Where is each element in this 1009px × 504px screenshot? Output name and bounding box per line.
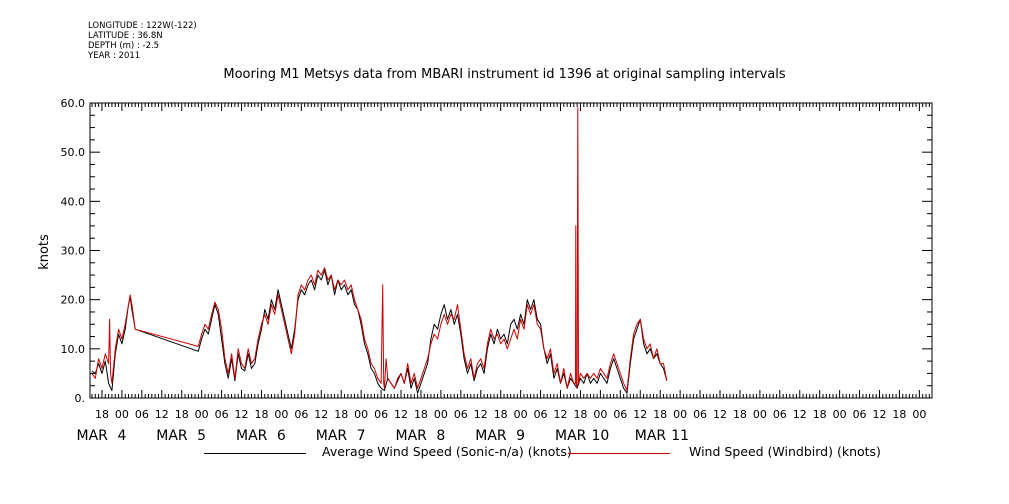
x-date-day-label: 7	[357, 428, 366, 444]
y-tick-label: 60.0	[61, 97, 86, 110]
x-hour-label: 00	[434, 408, 448, 421]
metadata-block: LONGITUDE : 122W(-122) LATITUDE : 36.8N …	[88, 21, 197, 61]
x-hour-label: 18	[334, 408, 348, 421]
series-windbird-line	[91, 107, 668, 392]
x-hour-label: 00	[514, 408, 528, 421]
x-hour-label: 12	[235, 408, 249, 421]
x-date-month-label: MAR	[395, 428, 427, 444]
series-average-wind-line	[91, 269, 668, 394]
x-hour-label: 18	[175, 408, 189, 421]
x-hour-label: 06	[853, 408, 867, 421]
meta-longitude: LONGITUDE : 122W(-122)	[88, 21, 197, 31]
y-tick-label: 10.0	[61, 343, 86, 356]
legend-swatch-average	[204, 453, 306, 454]
legend-label-windbird: Wind Speed (Windbird) (knots)	[689, 444, 881, 459]
x-date-day-label: 11	[671, 428, 689, 444]
x-hour-label: 06	[294, 408, 308, 421]
x-hour-label: 06	[215, 408, 229, 421]
y-tick-label: 40.0	[61, 195, 86, 208]
x-hour-label: 18	[573, 408, 587, 421]
x-date-month-label: MAR	[236, 428, 268, 444]
x-date-month-label: MAR	[316, 428, 348, 444]
x-hour-label: 00	[753, 408, 767, 421]
x-hour-label: 06	[454, 408, 468, 421]
legend-swatch-windbird	[568, 453, 670, 454]
x-hour-label: 00	[833, 408, 847, 421]
x-hour-label: 06	[773, 408, 787, 421]
x-hour-label: 00	[912, 408, 926, 421]
x-date-day-label: 9	[516, 428, 525, 444]
x-hour-label: 00	[593, 408, 607, 421]
x-hour-label: 18	[95, 408, 109, 421]
x-hour-label: 00	[354, 408, 368, 421]
x-hour-label: 00	[274, 408, 288, 421]
x-date-day-label: 6	[277, 428, 286, 444]
x-hour-label: 00	[673, 408, 687, 421]
x-hour-label: 18	[494, 408, 508, 421]
legend-label-average: Average Wind Speed (Sonic-n/a) (knots)	[322, 444, 572, 459]
chart-title: Mooring M1 Metsys data from MBARI instru…	[223, 67, 786, 82]
x-hour-label: 12	[554, 408, 568, 421]
x-hour-label: 12	[793, 408, 807, 421]
x-date-day-label: 4	[117, 428, 126, 444]
x-hour-label: 18	[813, 408, 827, 421]
x-hour-label: 06	[534, 408, 548, 421]
x-hour-label: 06	[613, 408, 627, 421]
x-hour-label: 18	[414, 408, 428, 421]
x-hour-label: 12	[713, 408, 727, 421]
x-date-month-label: MAR	[555, 428, 587, 444]
x-hour-label: 18	[653, 408, 667, 421]
x-hour-label: 06	[135, 408, 149, 421]
x-hour-label: 12	[314, 408, 328, 421]
plot-frame	[89, 102, 933, 399]
y-tick-label: 50.0	[61, 146, 86, 159]
x-hour-label: 06	[693, 408, 707, 421]
y-tick-label: 0.	[75, 392, 86, 405]
x-date-month-label: MAR	[475, 428, 507, 444]
meta-year: YEAR : 2011	[88, 51, 141, 61]
x-hour-label: 18	[254, 408, 268, 421]
meta-latitude: LATITUDE : 36.8N	[88, 31, 163, 41]
x-hour-label: 12	[155, 408, 169, 421]
meta-depth: DEPTH (m) : -2.5	[88, 41, 160, 51]
x-date-day-label: 8	[436, 428, 445, 444]
x-date-month-label: MAR	[635, 428, 667, 444]
x-date-day-label: 5	[197, 428, 206, 444]
x-hour-label: 12	[474, 408, 488, 421]
x-date-month-label: MAR	[156, 428, 188, 444]
x-hour-label: 12	[872, 408, 886, 421]
x-hour-label: 06	[374, 408, 388, 421]
x-date-month-label: MAR	[77, 428, 109, 444]
x-hour-label: 00	[115, 408, 129, 421]
y-axis-label: knots	[37, 234, 52, 270]
y-tick-label: 30.0	[61, 245, 86, 258]
x-hour-label: 12	[633, 408, 647, 421]
x-hour-label: 00	[195, 408, 209, 421]
x-hour-label: 18	[733, 408, 747, 421]
x-hour-label: 12	[394, 408, 408, 421]
x-date-day-label: 10	[591, 428, 609, 444]
y-tick-label: 20.0	[61, 294, 86, 307]
x-hour-label: 18	[892, 408, 906, 421]
